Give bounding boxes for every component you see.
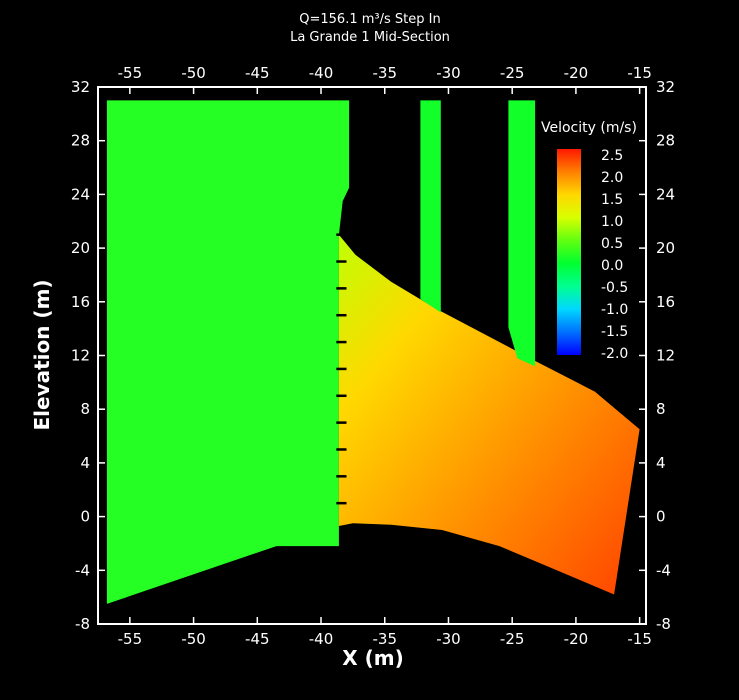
x-tick-label-top: -20 <box>564 64 589 82</box>
legend-label: -0.5 <box>601 280 628 296</box>
x-tick-label-bottom: -30 <box>436 630 461 648</box>
y-tick-label-left: 0 <box>80 508 90 526</box>
spillway-jet <box>338 234 640 595</box>
x-tick-label-top: -30 <box>436 64 461 82</box>
y-tick-label-left: -4 <box>75 561 90 579</box>
y-tick-label-right: 24 <box>656 185 675 203</box>
y-tick-label-right: 12 <box>656 347 675 365</box>
x-tick-label-top: -35 <box>372 64 397 82</box>
y-tick-label-left: 4 <box>80 454 90 472</box>
x-tick-label-top: -25 <box>500 64 525 82</box>
legend-label: 2.5 <box>601 148 623 164</box>
legend-label: 2.0 <box>601 170 623 186</box>
x-tick-label-bottom: -25 <box>500 630 525 648</box>
upper-channel-1 <box>420 100 441 313</box>
velocity-legend: Velocity (m/s) 2.5 2.0 1.5 1.0 0.5 0.0 -0.5 -1.… <box>541 120 637 362</box>
y-tick-label-right: 0 <box>656 508 666 526</box>
y-tick-label-right: 20 <box>656 239 675 257</box>
y-tick-label-left: 24 <box>71 185 90 203</box>
y-tick-label-left: 16 <box>71 293 90 311</box>
legend-label: 1.0 <box>601 214 623 230</box>
x-tick-label-bottom: -40 <box>309 630 334 648</box>
x-tick-label-top: -50 <box>181 64 206 82</box>
x-tick-label-top: -45 <box>245 64 270 82</box>
y-tick-label-right: 8 <box>656 400 666 418</box>
legend-label: -1.5 <box>601 324 628 340</box>
x-tick-label-top: -55 <box>118 64 143 82</box>
x-tick-label-bottom: -55 <box>118 630 143 648</box>
upstream-reservoir <box>106 100 350 604</box>
legend-label: 0.0 <box>601 258 623 274</box>
y-tick-label-left: 28 <box>71 132 90 150</box>
y-tick-label-left: 32 <box>71 78 90 96</box>
y-tick-label-left: 8 <box>80 400 90 418</box>
x-tick-label-top: -40 <box>309 64 334 82</box>
legend-color-bar <box>557 149 581 355</box>
y-tick-label-right: 32 <box>656 78 675 96</box>
x-tick-label-bottom: -15 <box>627 630 652 648</box>
x-tick-label-bottom: -50 <box>181 630 206 648</box>
legend-labels: 2.5 2.0 1.5 1.0 0.5 0.0 -0.5 -1.0 -1.5 -2.0 <box>601 148 628 362</box>
legend-label: 1.5 <box>601 192 623 208</box>
tick-marks: -55-55-50-50-45-45-40-40-35-35-30-30-25-… <box>71 64 675 648</box>
upper-channel-2 <box>508 100 536 367</box>
x-tick-label-top: -15 <box>627 64 652 82</box>
y-tick-label-right: -4 <box>656 561 671 579</box>
y-axis-title: Elevation (m) <box>30 279 54 430</box>
x-axis-title: X (m) <box>342 646 404 670</box>
guide-vanes <box>336 233 347 505</box>
y-tick-label-right: -8 <box>656 615 671 633</box>
y-tick-label-right: 16 <box>656 293 675 311</box>
x-tick-label-bottom: -35 <box>372 630 397 648</box>
y-tick-label-right: 28 <box>656 132 675 150</box>
legend-label: 0.5 <box>601 236 623 252</box>
legend-title: Velocity (m/s) <box>541 120 637 136</box>
chart-title-line1: Q=156.1 m³/s Step In <box>299 12 440 27</box>
legend-label: -1.0 <box>601 302 628 318</box>
x-tick-label-bottom: -20 <box>564 630 589 648</box>
x-tick-label-bottom: -45 <box>245 630 270 648</box>
y-tick-label-left: -8 <box>75 615 90 633</box>
y-tick-label-right: 4 <box>656 454 666 472</box>
y-tick-label-left: 20 <box>71 239 90 257</box>
legend-label: -2.0 <box>601 346 628 362</box>
velocity-field <box>106 100 640 604</box>
y-tick-label-left: 12 <box>71 347 90 365</box>
chart-title-line2: La Grande 1 Mid-Section <box>290 30 450 45</box>
